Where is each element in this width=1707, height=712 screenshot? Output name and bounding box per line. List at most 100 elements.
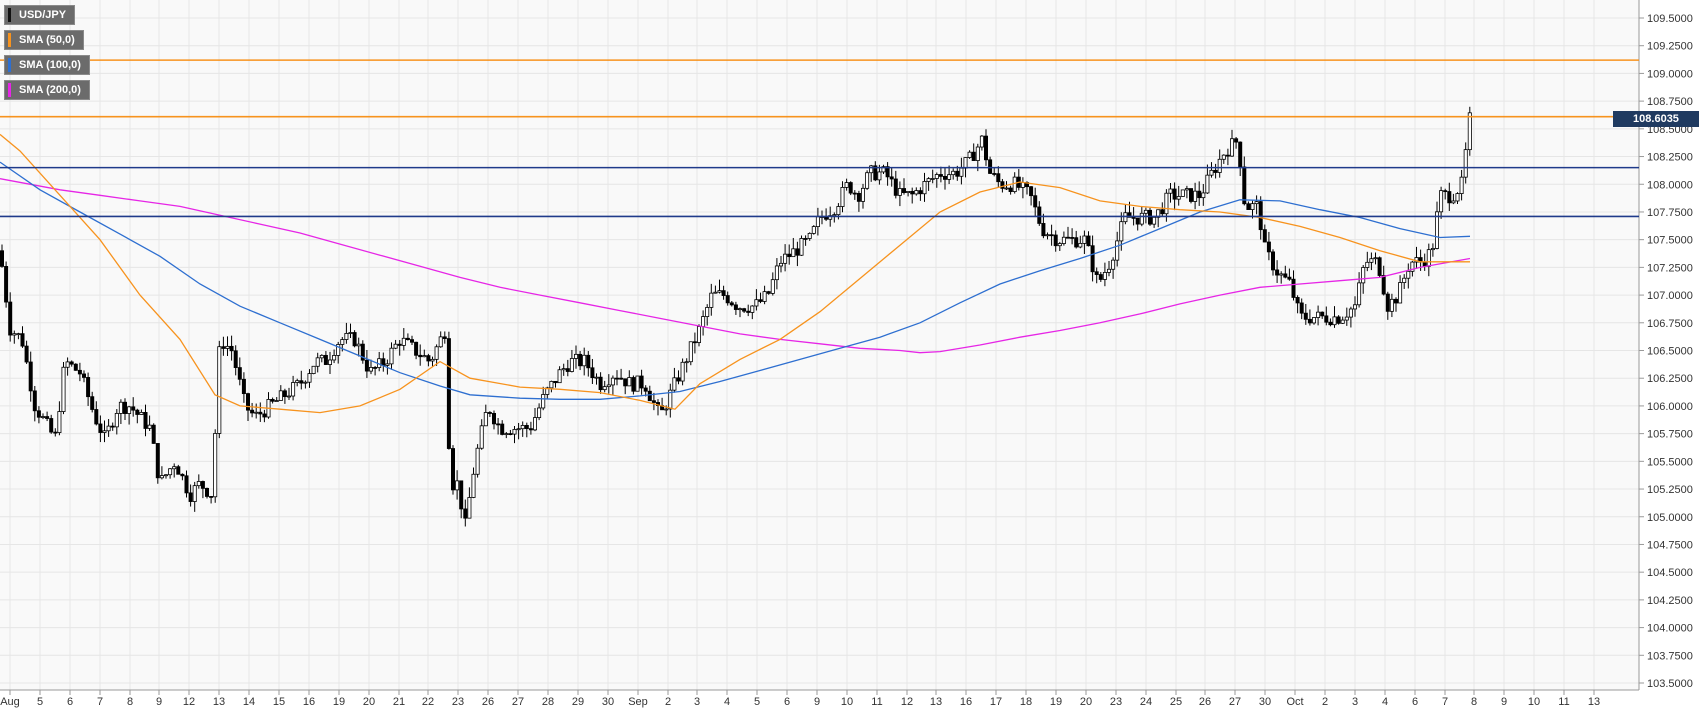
candle-body <box>405 337 410 341</box>
candle-body <box>1098 274 1103 280</box>
candle-body <box>688 341 693 363</box>
candle-body <box>0 250 4 267</box>
candle <box>1094 267 1099 284</box>
candle-body <box>393 343 398 349</box>
x-tick-label: 27 <box>1229 696 1241 708</box>
candle-body <box>574 353 579 359</box>
candle <box>897 181 902 207</box>
candle-body <box>504 433 509 436</box>
candle <box>992 168 997 177</box>
candle <box>848 181 853 196</box>
candle <box>291 375 296 401</box>
candle-body <box>418 354 423 358</box>
candle-body <box>520 425 525 430</box>
candle <box>1156 209 1161 228</box>
candle <box>1381 265 1386 296</box>
candle-body <box>1361 267 1366 284</box>
candle <box>1041 213 1046 239</box>
candle <box>500 420 505 436</box>
candle-body <box>680 361 685 382</box>
candle <box>799 235 804 256</box>
candle-body <box>578 353 583 367</box>
candle-body <box>750 305 755 313</box>
x-tick-label: 29 <box>572 696 584 708</box>
candle <box>487 411 492 417</box>
candle-body <box>94 409 99 425</box>
candle-body <box>549 380 554 389</box>
legend-item-usdjpy[interactable]: USD/JPY <box>4 5 76 25</box>
candle <box>1447 182 1452 211</box>
candle-body <box>237 367 242 380</box>
candle <box>332 349 337 364</box>
x-tick-label: 12 <box>901 696 913 708</box>
candle-body <box>1201 192 1206 199</box>
candle <box>1201 183 1206 206</box>
candle <box>1398 275 1403 304</box>
candle-body <box>1291 278 1296 298</box>
candle <box>110 422 115 431</box>
candle-body <box>701 316 706 327</box>
candle <box>803 235 808 246</box>
candle <box>1152 216 1157 228</box>
candle <box>627 370 632 387</box>
candle-body <box>1172 188 1177 200</box>
legend-swatch <box>8 58 11 72</box>
candle <box>225 336 230 356</box>
candle <box>90 391 95 413</box>
candle <box>483 404 488 427</box>
candle-body <box>1131 216 1136 219</box>
candle <box>795 241 800 267</box>
candle-body <box>791 248 796 258</box>
y-tick-label: 106.5000 <box>1647 346 1693 358</box>
candle-body <box>1090 245 1095 273</box>
candle-body <box>590 367 595 379</box>
candle-body <box>692 341 697 344</box>
candle <box>307 369 312 388</box>
candle <box>1221 154 1226 164</box>
candle-body <box>528 428 533 431</box>
candle-body <box>631 377 636 392</box>
candle-body <box>1020 182 1025 188</box>
candle <box>873 161 878 182</box>
candle-body <box>471 473 476 498</box>
candle <box>1160 202 1165 217</box>
candle <box>1283 265 1288 279</box>
candle-body <box>327 359 332 365</box>
candle-body <box>1365 261 1370 268</box>
candle-body <box>914 190 919 195</box>
sma100-line <box>0 161 1471 400</box>
candle <box>414 341 419 360</box>
candle-body <box>1139 212 1144 225</box>
candle-body <box>602 386 607 391</box>
candle <box>262 409 267 423</box>
candle-body <box>619 377 624 380</box>
candle <box>729 300 734 307</box>
candle-body <box>783 253 788 264</box>
horizontal-levels <box>0 59 1639 218</box>
candle <box>1271 249 1276 276</box>
legend-item-sma200[interactable]: SMA (200,0) <box>4 80 90 100</box>
legend-item-sma50[interactable]: SMA (50,0) <box>4 30 84 50</box>
candle-body <box>1271 251 1276 271</box>
candle-body <box>1295 297 1300 304</box>
x-tick-label: 8 <box>127 696 133 708</box>
legend-item-sma100[interactable]: SMA (100,0) <box>4 55 90 75</box>
candle-body <box>1037 206 1042 224</box>
candle-body <box>340 339 345 345</box>
candle-body <box>889 176 894 180</box>
candle-body <box>118 401 123 414</box>
x-tick-label: 16 <box>303 696 315 708</box>
candle-body <box>4 266 9 303</box>
candle <box>623 378 628 395</box>
candle-body <box>397 343 402 346</box>
candle <box>16 332 21 340</box>
candle-body <box>1385 293 1390 312</box>
candle <box>24 340 29 364</box>
candle <box>725 291 730 306</box>
candle <box>45 411 50 422</box>
candle-body <box>1389 298 1394 312</box>
candle-body <box>799 238 804 256</box>
candle <box>459 480 464 519</box>
candle-body <box>897 188 902 196</box>
candle <box>1102 262 1107 287</box>
